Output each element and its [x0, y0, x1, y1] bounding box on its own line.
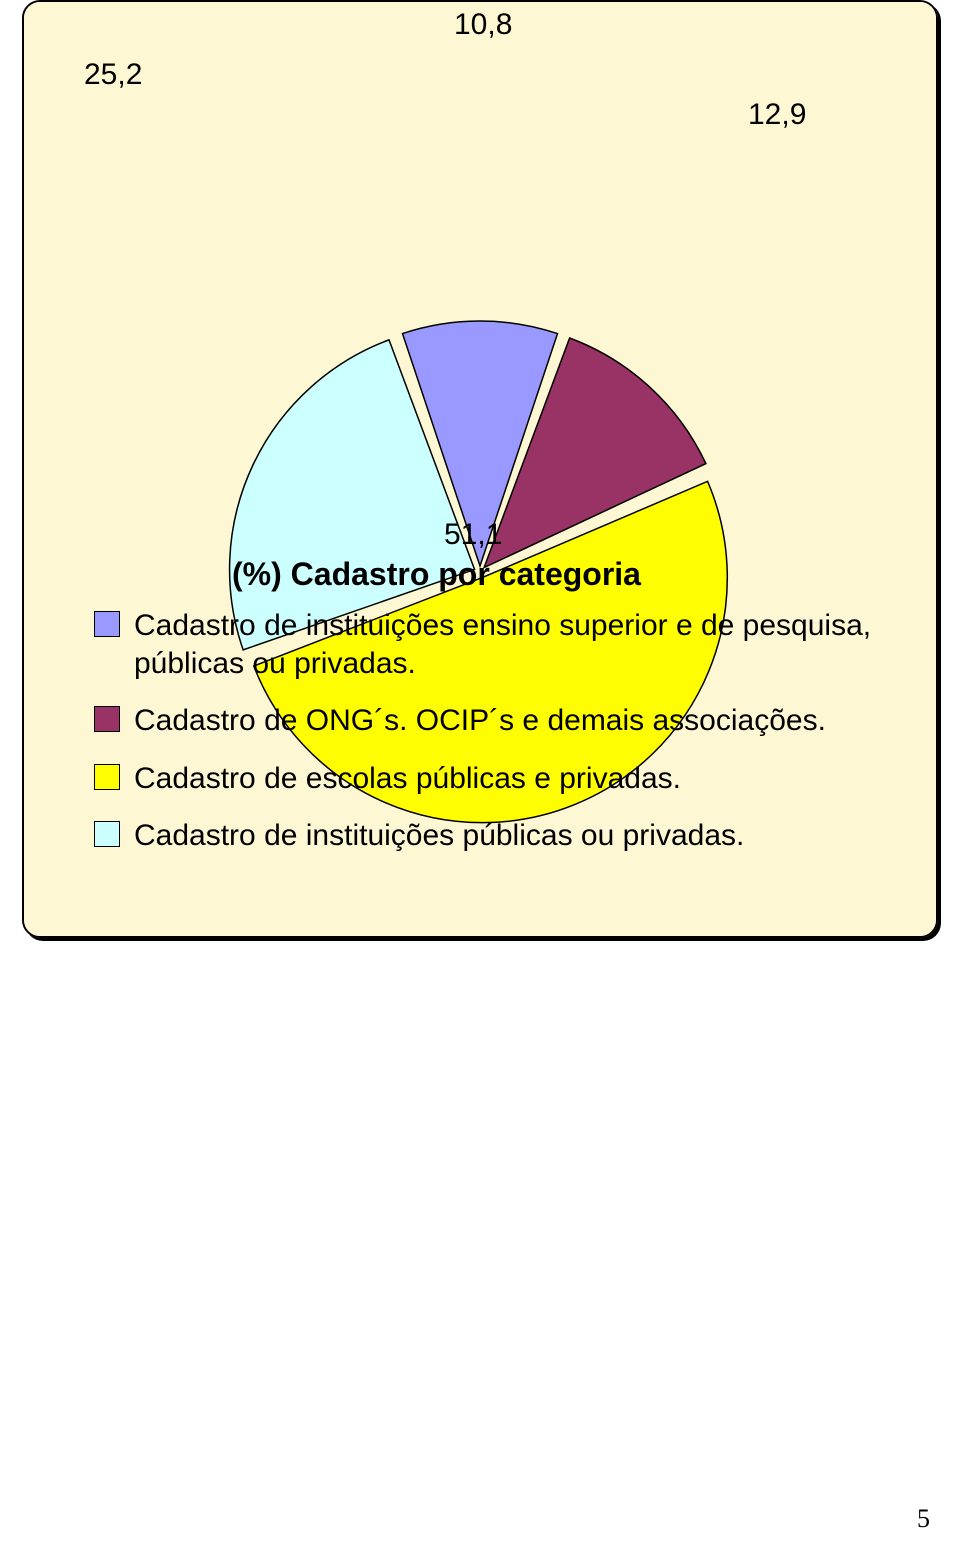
slice-label-3: 25,2: [84, 58, 142, 92]
legend-item: Cadastro de ONG´s. OCIP´s e demais assoc…: [94, 702, 874, 740]
chart-inner: 10,8 12,9 51,1 25,2 (%) Cadastro por cat…: [24, 2, 936, 936]
legend-swatch-0: [94, 611, 120, 637]
legend: Cadastro de instituições ensino superior…: [94, 607, 874, 875]
slice-label-1: 12,9: [748, 98, 806, 132]
legend-swatch-1: [94, 706, 120, 732]
chart-title: (%) Cadastro por categoria: [232, 556, 641, 593]
slice-label-0: 10,8: [454, 8, 512, 42]
legend-item: Cadastro de instituições ensino superior…: [94, 607, 874, 682]
legend-item: Cadastro de instituições públicas ou pri…: [94, 817, 874, 855]
legend-text-3: Cadastro de instituições públicas ou pri…: [134, 817, 744, 855]
legend-text-0: Cadastro de instituições ensino superior…: [134, 607, 874, 682]
page-number: 5: [917, 1504, 930, 1534]
legend-text-1: Cadastro de ONG´s. OCIP´s e demais assoc…: [134, 702, 826, 740]
slice-label-2: 51,1: [444, 518, 502, 552]
legend-text-2: Cadastro de escolas públicas e privadas.: [134, 760, 681, 798]
legend-swatch-3: [94, 821, 120, 847]
legend-swatch-2: [94, 764, 120, 790]
chart-card: 10,8 12,9 51,1 25,2 (%) Cadastro por cat…: [22, 0, 938, 938]
legend-item: Cadastro de escolas públicas e privadas.: [94, 760, 874, 798]
